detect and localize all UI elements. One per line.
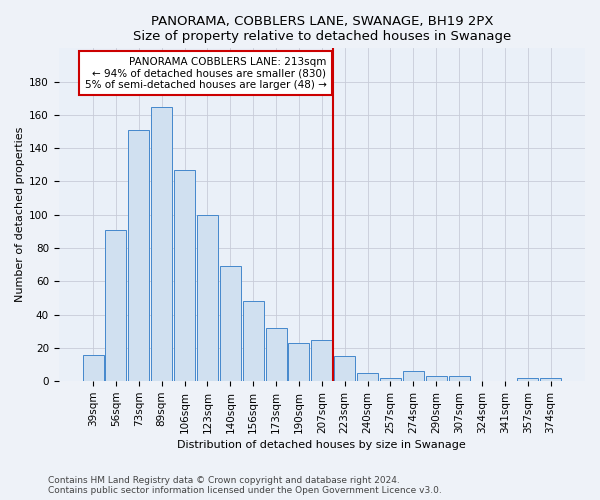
X-axis label: Distribution of detached houses by size in Swanage: Distribution of detached houses by size … xyxy=(178,440,466,450)
Bar xyxy=(174,170,195,381)
Bar xyxy=(403,371,424,381)
Bar xyxy=(449,376,470,381)
Title: PANORAMA, COBBLERS LANE, SWANAGE, BH19 2PX
Size of property relative to detached: PANORAMA, COBBLERS LANE, SWANAGE, BH19 2… xyxy=(133,15,511,43)
Bar xyxy=(220,266,241,381)
Bar xyxy=(357,373,378,381)
Bar xyxy=(311,340,332,381)
Bar xyxy=(197,215,218,381)
Bar xyxy=(380,378,401,381)
Bar xyxy=(242,302,264,381)
Y-axis label: Number of detached properties: Number of detached properties xyxy=(15,127,25,302)
Bar xyxy=(106,230,127,381)
Bar xyxy=(128,130,149,381)
Bar xyxy=(540,378,561,381)
Bar xyxy=(517,378,538,381)
Text: Contains HM Land Registry data © Crown copyright and database right 2024.
Contai: Contains HM Land Registry data © Crown c… xyxy=(48,476,442,495)
Bar xyxy=(151,106,172,381)
Bar xyxy=(425,376,447,381)
Bar xyxy=(334,356,355,381)
Text: PANORAMA COBBLERS LANE: 213sqm
← 94% of detached houses are smaller (830)
5% of : PANORAMA COBBLERS LANE: 213sqm ← 94% of … xyxy=(85,56,326,90)
Bar xyxy=(289,343,310,381)
Bar xyxy=(266,328,287,381)
Bar xyxy=(83,354,104,381)
